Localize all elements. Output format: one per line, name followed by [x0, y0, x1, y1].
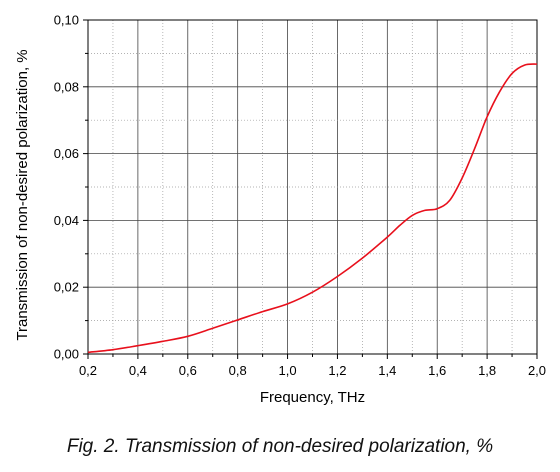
x-tick-label: 0,4 — [129, 363, 147, 378]
series-line — [87, 63, 538, 354]
y-tick-label: 0,00 — [54, 347, 79, 362]
x-tick-label: 0,8 — [229, 363, 247, 378]
y-tick-label: 0,06 — [54, 146, 79, 161]
x-tick-label: 2,0 — [528, 363, 546, 378]
x-tick-label: 1,8 — [478, 363, 496, 378]
y-tick-label: 0,08 — [54, 79, 79, 94]
y-tick-label: 0,10 — [54, 13, 79, 28]
x-tick-label: 1,2 — [328, 363, 346, 378]
x-tick-label: 1,6 — [428, 363, 446, 378]
x-axis-title: Frequency, THz — [260, 389, 365, 406]
axis-ticks: 0,2 0,4 0,6 0,8 1,0 1,2 1,4 1,6 1,8 2,0 0,00 0,02 0,… — [54, 13, 546, 379]
y-tick-label: 0,02 — [54, 280, 79, 295]
minor-grid — [88, 20, 537, 354]
y-axis-title: Transmission of non-desired polarization… — [14, 49, 31, 340]
figure-caption: Fig. 2. Transmission of non-desired pola… — [66, 436, 494, 457]
y-tick-label: 0,04 — [54, 213, 79, 228]
series-layer — [87, 63, 538, 354]
chart: 0,2 0,4 0,6 0,8 1,0 1,2 1,4 1,6 1,8 2,0 0,00 0,02 0,… — [14, 13, 546, 407]
x-tick-label: 1,4 — [378, 363, 396, 378]
x-tick-label: 0,2 — [79, 363, 97, 378]
x-tick-label: 0,6 — [179, 363, 197, 378]
x-tick-label: 1,0 — [279, 363, 297, 378]
